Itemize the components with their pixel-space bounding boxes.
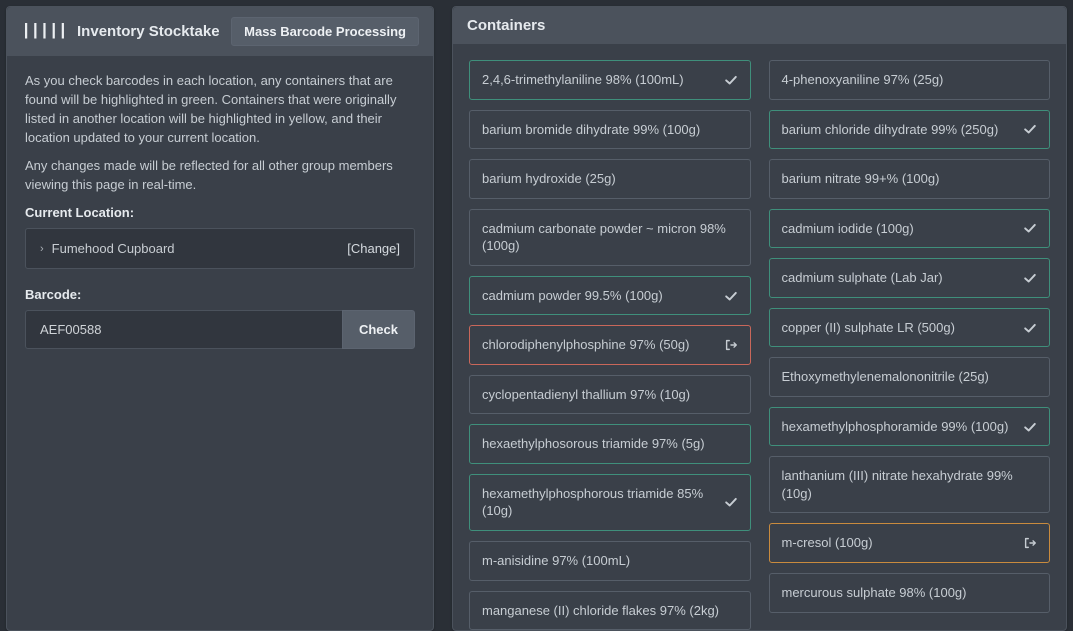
container-name: 2,4,6-trimethylaniline 98% (100mL) xyxy=(482,71,716,89)
container-chip[interactable]: cadmium powder 99.5% (100g) xyxy=(469,276,751,316)
container-name: Ethoxymethylenemalononitrile (25g) xyxy=(782,368,1038,386)
container-chip[interactable]: m-cresol (100g) xyxy=(769,523,1051,563)
container-name: m-anisidine 97% (100mL) xyxy=(482,552,738,570)
barcode-input[interactable] xyxy=(25,310,342,349)
location-name: Fumehood Cupboard xyxy=(52,241,175,256)
container-name: hexamethylphosphorous triamide 85% (10g) xyxy=(482,485,716,520)
barcode-label: Barcode: xyxy=(25,287,415,302)
container-name: copper (II) sulphate LR (500g) xyxy=(782,319,1016,337)
container-name: m-cresol (100g) xyxy=(782,534,1016,552)
check-icon xyxy=(1023,321,1037,335)
container-name: cadmium powder 99.5% (100g) xyxy=(482,287,716,305)
container-name: 4-phenoxyaniline 97% (25g) xyxy=(782,71,1038,89)
container-chip[interactable]: cyclopentadienyl thallium 97% (10g) xyxy=(469,375,751,415)
container-chip[interactable]: m-anisidine 97% (100mL) xyxy=(469,541,751,581)
containers-col-b: 4-phenoxyaniline 97% (25g) barium chlorid… xyxy=(769,60,1051,630)
check-icon xyxy=(724,289,738,303)
containers-col-a: 2,4,6-trimethylaniline 98% (100mL) barium… xyxy=(469,60,751,630)
container-name: hexamethylphosphoramide 99% (100g) xyxy=(782,418,1016,436)
left-body: As you check barcodes in each location, … xyxy=(7,56,433,369)
container-chip[interactable]: hexaethylphosorous triamide 97% (5g) xyxy=(469,424,751,464)
check-icon xyxy=(1023,420,1037,434)
chevron-right-icon: › xyxy=(40,243,44,255)
container-chip[interactable]: hexamethylphosphoramide 99% (100g) xyxy=(769,407,1051,447)
intro-text-1: As you check barcodes in each location, … xyxy=(25,72,415,147)
container-chip[interactable]: 2,4,6-trimethylaniline 98% (100mL) xyxy=(469,60,751,100)
moved-out-icon xyxy=(1023,536,1037,550)
container-chip[interactable]: mercurous sulphate 98% (100g) xyxy=(769,573,1051,613)
container-name: cadmium carbonate powder ~ micron 98% (1… xyxy=(482,220,738,255)
left-panel-header: ||||| Inventory Stocktake Mass Barcode P… xyxy=(7,7,433,56)
container-name: manganese (II) chloride flakes 97% (2kg) xyxy=(482,602,738,620)
container-chip[interactable]: Ethoxymethylenemalononitrile (25g) xyxy=(769,357,1051,397)
right-panel: Containers 2,4,6-trimethylaniline 98% (1… xyxy=(452,6,1067,631)
mass-barcode-button[interactable]: Mass Barcode Processing xyxy=(231,17,419,46)
container-name: lanthanium (III) nitrate hexahydrate 99%… xyxy=(782,467,1038,502)
left-title-text: Inventory Stocktake xyxy=(77,23,220,40)
container-chip[interactable]: barium nitrate 99+% (100g) xyxy=(769,159,1051,199)
container-chip[interactable]: cadmium sulphate (Lab Jar) xyxy=(769,258,1051,298)
container-name: barium bromide dihydrate 99% (100g) xyxy=(482,121,738,139)
containers-title: Containers xyxy=(467,17,545,34)
container-chip[interactable]: 4-phenoxyaniline 97% (25g) xyxy=(769,60,1051,100)
container-chip[interactable]: lanthanium (III) nitrate hexahydrate 99%… xyxy=(769,456,1051,513)
containers-body: 2,4,6-trimethylaniline 98% (100mL) barium… xyxy=(453,44,1066,630)
check-icon xyxy=(724,73,738,87)
container-chip[interactable]: chlorodiphenylphosphine 97% (50g) xyxy=(469,325,751,365)
container-name: hexaethylphosorous triamide 97% (5g) xyxy=(482,435,738,453)
check-icon xyxy=(1023,271,1037,285)
container-chip[interactable]: cadmium carbonate powder ~ micron 98% (1… xyxy=(469,209,751,266)
container-name: cadmium sulphate (Lab Jar) xyxy=(782,269,1016,287)
container-chip[interactable]: cadmium iodide (100g) xyxy=(769,209,1051,249)
container-name: barium chloride dihydrate 99% (250g) xyxy=(782,121,1016,139)
container-name: chlorodiphenylphosphine 97% (50g) xyxy=(482,336,716,354)
check-button[interactable]: Check xyxy=(342,310,415,349)
location-left: › Fumehood Cupboard xyxy=(40,241,175,256)
barcode-icon: ||||| xyxy=(21,23,67,40)
barcode-row: Check xyxy=(25,310,415,349)
location-label: Current Location: xyxy=(25,205,415,220)
container-name: mercurous sulphate 98% (100g) xyxy=(782,584,1038,602)
container-name: cyclopentadienyl thallium 97% (10g) xyxy=(482,386,738,404)
container-chip[interactable]: barium hydroxide (25g) xyxy=(469,159,751,199)
container-name: barium nitrate 99+% (100g) xyxy=(782,170,1038,188)
intro-block: As you check barcodes in each location, … xyxy=(25,72,415,195)
intro-text-2: Any changes made will be reflected for a… xyxy=(25,157,415,195)
container-chip[interactable]: manganese (II) chloride flakes 97% (2kg) xyxy=(469,591,751,631)
change-location-link[interactable]: [Change] xyxy=(347,241,400,256)
container-chip[interactable]: barium chloride dihydrate 99% (250g) xyxy=(769,110,1051,150)
location-row: › Fumehood Cupboard [Change] xyxy=(25,228,415,269)
left-title: ||||| Inventory Stocktake xyxy=(21,23,220,40)
right-panel-header: Containers xyxy=(453,7,1066,44)
check-icon xyxy=(1023,221,1037,235)
left-panel: ||||| Inventory Stocktake Mass Barcode P… xyxy=(6,6,434,631)
check-icon xyxy=(724,495,738,509)
check-icon xyxy=(1023,122,1037,136)
container-chip[interactable]: copper (II) sulphate LR (500g) xyxy=(769,308,1051,348)
moved-out-icon xyxy=(724,338,738,352)
container-chip[interactable]: hexamethylphosphorous triamide 85% (10g) xyxy=(469,474,751,531)
container-name: cadmium iodide (100g) xyxy=(782,220,1016,238)
container-name: barium hydroxide (25g) xyxy=(482,170,738,188)
container-chip[interactable]: barium bromide dihydrate 99% (100g) xyxy=(469,110,751,150)
